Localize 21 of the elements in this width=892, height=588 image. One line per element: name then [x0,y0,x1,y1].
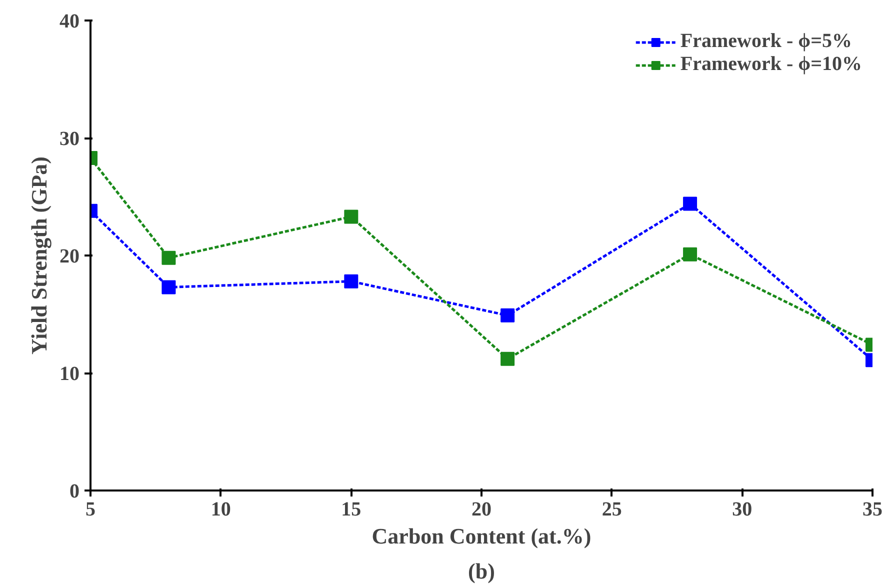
y-axis-title: Yield Strength (GPa) [26,156,52,354]
x-tick-label: 5 [86,498,96,520]
x-tick-label: 20 [472,498,492,520]
y-tick-label: 20 [60,246,80,268]
point [500,352,515,366]
x-tick-label: 15 [341,498,362,520]
y-tick-label: 0 [70,480,80,502]
legend-label: Framework - ϕ=5% [680,30,852,53]
y-tick-label: 40 [60,10,80,32]
legend-label: Framework - ϕ=10% [680,53,862,76]
point [344,274,358,288]
x-tick-label: 10 [210,498,231,520]
text: (b) [468,558,495,584]
y-tick-label: 30 [60,128,80,150]
x-axis-title: Carbon Content (at.%) [372,524,592,548]
point [500,308,515,322]
point [344,210,358,224]
x-tick-label: 35 [862,498,882,520]
x-tick-label: 30 [732,498,752,520]
x-tick-label: 25 [602,498,622,520]
y-tick-label: 10 [60,363,80,385]
